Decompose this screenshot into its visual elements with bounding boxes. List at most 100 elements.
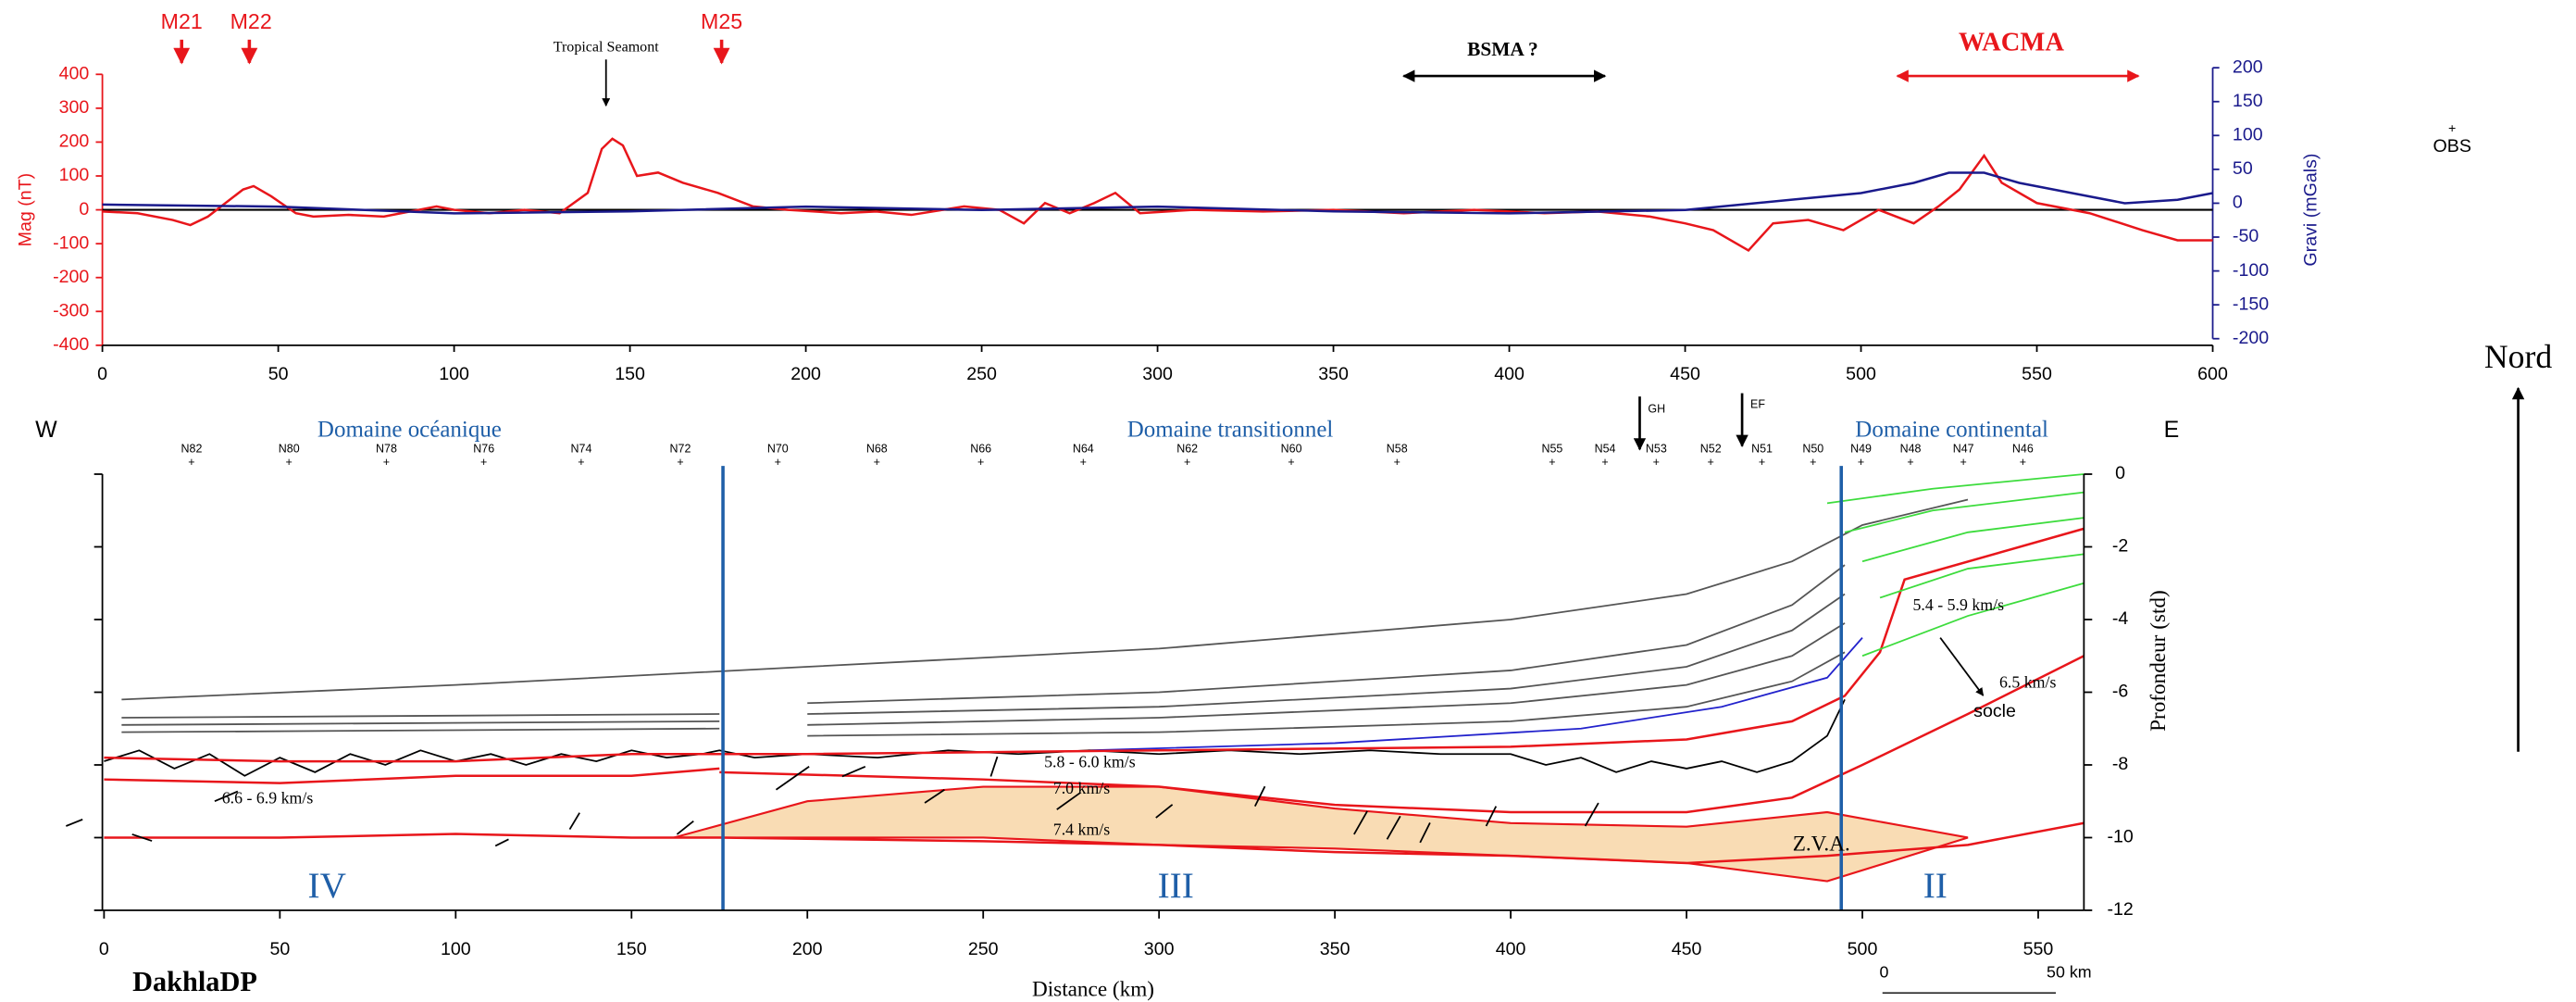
annotation: WACMA [1959, 29, 2065, 57]
station-symbol: + [1184, 456, 1190, 469]
station-symbol: + [1810, 456, 1816, 469]
station-symbol: + [1549, 456, 1555, 469]
station-label: N50 [1802, 443, 1823, 456]
scale-label: 50 km [2047, 962, 2092, 981]
horizon [719, 655, 2084, 814]
station-label: N51 [1751, 443, 1773, 456]
zone-label: III [1158, 866, 1194, 906]
horizon [121, 713, 720, 719]
section-panel: -12 -10 -8 -6 -4 -2 0 0 50 100 150 200 250 300 350 400 4… [93, 443, 2134, 959]
horizon [807, 622, 1846, 726]
station-symbol: + [383, 456, 390, 469]
direction: Nord [2484, 338, 2552, 375]
station-label: N80 [279, 443, 300, 456]
y-tick-label: 0 [79, 199, 89, 219]
station-symbol: + [1394, 456, 1400, 469]
y2-tick-label: 150 [2233, 91, 2263, 111]
station-symbol: + [977, 456, 984, 469]
station-symbol: + [874, 456, 880, 469]
title: DakhlaDP [132, 966, 257, 997]
horizon [807, 593, 1846, 715]
velocity-label: 5.8 - 6.0 km/s [1044, 752, 1136, 770]
x-tick-label: 400 [1496, 939, 1526, 959]
horizon [104, 821, 2084, 865]
x-tick-label: 100 [439, 364, 469, 384]
velocity-label: 6.5 km/s [1999, 673, 2056, 692]
y-axis-label: Mag (nT) [16, 173, 36, 247]
station-symbol: + [578, 456, 584, 469]
horizon [807, 651, 1846, 737]
domain-label: Domaine continental [1855, 417, 2048, 442]
velocity-label: 7.4 km/s [1053, 820, 1110, 838]
y-tick-label: -4 [2112, 608, 2129, 629]
x-tick-label: 100 [441, 939, 471, 959]
zone-label: IV [308, 866, 346, 906]
station-label: N54 [1595, 443, 1616, 456]
data-line [102, 171, 2213, 215]
x-tick-label: 600 [2197, 364, 2228, 384]
x-tick-label: 250 [968, 939, 999, 959]
x-tick-label: 0 [97, 364, 107, 384]
horizon [104, 527, 2084, 763]
station-label: N52 [1700, 443, 1722, 456]
velocity-label: 6.6 - 6.9 km/s [222, 789, 314, 808]
fault-strokes [66, 756, 1599, 847]
station-symbol: + [677, 456, 683, 469]
station-label: N48 [1900, 443, 1922, 456]
velocity-label: 7.0 km/s [1053, 779, 1110, 797]
zva-area [673, 785, 1969, 883]
y2-tick-label: 50 [2233, 158, 2253, 179]
horizon [807, 564, 1846, 705]
x-tick-label: 400 [1494, 364, 1524, 384]
station-label: N47 [1953, 443, 1974, 456]
y2-tick-label: -100 [2233, 260, 2269, 281]
horizon [1861, 582, 2084, 658]
x-tick-label: 500 [1848, 939, 1878, 959]
horizon [104, 767, 720, 784]
x-tick-label: 350 [1318, 364, 1349, 384]
station-label: N76 [473, 443, 494, 456]
y-tick-label: 400 [59, 63, 90, 83]
y2-tick-label: -200 [2233, 328, 2269, 348]
y2-tick-label: 100 [2233, 124, 2263, 144]
station-symbol: + [1858, 456, 1864, 469]
obs-symbol: + [2448, 121, 2456, 136]
x-tick-label: 50 [268, 364, 289, 384]
station-symbol: + [2020, 456, 2026, 469]
station-label: N72 [670, 443, 691, 456]
station-symbol: + [1907, 456, 1913, 469]
domain-label: Domaine océanique [317, 417, 502, 442]
zone-label: II [1923, 866, 1948, 906]
station-label: N62 [1176, 443, 1198, 456]
y-tick-label: 100 [59, 165, 90, 185]
station-label: N64 [1073, 443, 1094, 456]
x-tick-label: 50 [269, 939, 290, 959]
zva-label: Z.V.A. [1793, 833, 1850, 857]
horizon [1089, 637, 1863, 752]
station-label: N68 [866, 443, 888, 456]
station-label: N66 [970, 443, 991, 456]
x-tick-label: 500 [1846, 364, 1876, 384]
y-tick-label: -8 [2112, 754, 2129, 774]
horizon [121, 720, 720, 726]
y2-tick-label: -50 [2233, 226, 2259, 246]
station-symbol: + [1080, 456, 1087, 469]
velocity-label: 5.4 - 5.9 km/s [1913, 595, 2005, 614]
x-tick-label: 200 [792, 939, 823, 959]
horizon [1826, 473, 2084, 505]
station-symbol: + [1759, 456, 1765, 469]
x-tick-label: 300 [1144, 939, 1175, 959]
x-tick-label: 300 [1142, 364, 1173, 384]
direction: E [2164, 417, 2180, 443]
station-symbol: + [286, 456, 292, 469]
horizon [1861, 517, 2084, 563]
y-tick-label: -2 [2112, 536, 2128, 557]
station-label: N70 [767, 443, 789, 456]
annotation: BSMA ? [1467, 38, 1538, 60]
horizon [121, 498, 1969, 701]
anomaly-label: M21 [161, 9, 203, 33]
x-tick-label: 350 [1320, 939, 1350, 959]
station-label: N46 [2012, 443, 2034, 456]
